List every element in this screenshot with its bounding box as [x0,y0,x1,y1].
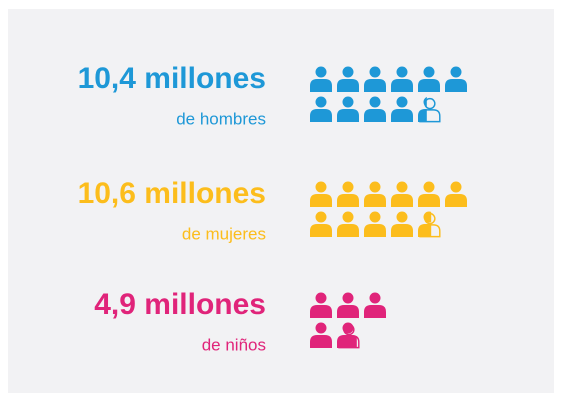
person-icon [310,66,332,92]
category-label: de hombres [176,109,266,128]
icon-fill [445,181,467,207]
person-icon [337,181,359,207]
person-icon [391,96,413,122]
person-icon [364,96,386,122]
icon-fill [337,322,357,348]
icon-fill [337,96,359,122]
person-icon [418,181,440,207]
person-icon [418,211,441,238]
person-icon [364,66,386,92]
icon-fill [337,181,359,207]
person-icon [445,66,467,92]
icon-fill [445,66,467,92]
category-label: de mujeres [182,224,266,243]
value-label: 10,6 millones [78,177,266,210]
icon-fill [310,66,332,92]
person-icon [337,211,359,237]
category-label: de niños [202,335,266,354]
person-icon [337,66,359,92]
icon-fill [364,181,386,207]
icon-fill [337,211,359,237]
person-icon [418,66,440,92]
icon-fill [418,66,440,92]
icon-fill [391,96,413,122]
person-icon [337,96,359,122]
value-label: 10,4 millones [78,62,266,95]
person-icon [310,322,332,348]
person-icon [364,292,386,318]
icon-fill [310,322,332,348]
icon-fill [310,211,332,237]
icon-fill [418,181,440,207]
icon-fill [364,66,386,92]
person-icon [337,322,360,349]
person-icon [391,66,413,92]
person-icon [391,181,413,207]
person-icon [310,292,332,318]
person-icon [445,181,467,207]
icon-fill [391,181,413,207]
person-icon [418,97,441,123]
icon-fill [391,211,413,237]
icon-fill [310,96,332,122]
person-icon [391,211,413,237]
icon-fill [418,97,427,122]
person-icon [310,96,332,122]
person-icon [337,292,359,318]
icon-fill [337,292,359,318]
icon-fill [310,292,332,318]
person-icon [364,211,386,237]
value-label: 4,9 millones [94,288,266,321]
person-icon [364,181,386,207]
icon-fill [391,66,413,92]
person-icon [310,211,332,237]
icon-fill [310,181,332,207]
icon-fill [364,96,386,122]
icon-fill [337,66,359,92]
person-icon [310,181,332,207]
icon-fill [364,211,386,237]
icon-fill [418,211,432,237]
icon-fill [364,292,386,318]
